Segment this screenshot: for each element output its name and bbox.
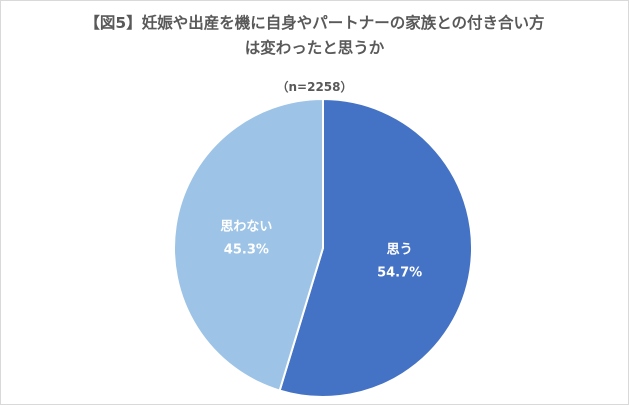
- pie-labels: 思う 54.7% 思わない 45.3%: [220, 220, 422, 281]
- slice-label-2: 思わない: [220, 220, 272, 235]
- pie-slice-2: [173, 98, 324, 392]
- chart-title-line-2: は変わったと思うか: [244, 39, 385, 57]
- chart-title-line-1: 【図5】妊娠や出産を機に自身やパートナーの家族との付き合い方: [84, 14, 545, 32]
- pie-slice-1: [278, 98, 473, 398]
- chart-subtitle: （n=2258）: [276, 80, 353, 94]
- slice-label-1: 思う: [387, 242, 413, 257]
- pie-slices: [173, 98, 473, 398]
- slice-value-2: 45.3%: [224, 243, 269, 258]
- chart-title: 【図5】妊娠や出産を機に自身やパートナーの家族との付き合い方 は変わったと思うか: [1, 11, 628, 61]
- slice-value-1: 54.7%: [377, 265, 422, 280]
